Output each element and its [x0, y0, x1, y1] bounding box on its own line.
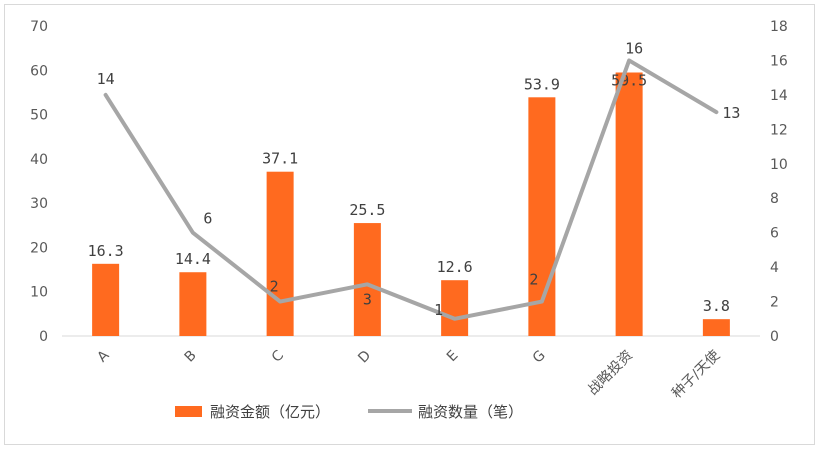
- line-data-label: 6: [203, 210, 212, 228]
- right-tick-label: 14: [770, 88, 788, 104]
- category-label: 种子/天使: [668, 347, 723, 402]
- bar: [702, 319, 730, 336]
- right-tick-label: 0: [770, 329, 779, 345]
- legend: 融资金额（亿元） 融资数量（笔）: [175, 403, 523, 421]
- legend-label: 融资数量（笔）: [418, 403, 523, 421]
- right-tick-label: 10: [770, 157, 788, 173]
- left-tick-label: 10: [30, 285, 48, 301]
- line-data-label: 2: [270, 278, 279, 296]
- bar-data-labels: 16.3 14.4 37.1 25.5 12.6 53.9 59.5 3.8: [88, 72, 730, 316]
- chart-frame: [4, 4, 815, 445]
- bar: [441, 280, 469, 336]
- left-tick-label: 50: [30, 108, 48, 124]
- category-label: G: [530, 348, 549, 367]
- bar-data-label: 12.6: [437, 258, 473, 276]
- bar: [615, 72, 643, 336]
- category-labels: A B C D E G 战略投资 种子/天使: [94, 347, 723, 402]
- legend-label: 融资金额（亿元）: [210, 403, 330, 421]
- left-tick-label: 30: [30, 196, 48, 212]
- right-tick-label: 16: [770, 53, 788, 69]
- bar-series: [92, 72, 730, 336]
- line-data-label: 13: [722, 104, 740, 122]
- bar: [266, 171, 294, 336]
- line-data-label: 16: [625, 39, 643, 57]
- bar: [179, 272, 207, 336]
- right-tick-label: 18: [770, 19, 788, 35]
- left-tick-label: 60: [30, 63, 48, 79]
- line-path: [103, 58, 719, 321]
- category-label: A: [94, 347, 112, 365]
- left-axis: 0 10 20 30 40 50 60 70: [30, 19, 48, 345]
- right-tick-label: 8: [770, 191, 779, 207]
- line-data-label: 1: [434, 301, 443, 319]
- bar-data-label: 59.5: [611, 72, 647, 90]
- right-tick-label: 12: [770, 122, 788, 138]
- left-tick-label: 70: [30, 19, 48, 35]
- category-label: 战略投资: [585, 348, 636, 399]
- bar: [353, 223, 381, 336]
- line-series: [103, 58, 719, 321]
- line-data-labels: 14 6 2 3 1 2 16 13: [97, 39, 741, 318]
- category-label: E: [444, 348, 462, 366]
- bar-data-label: 3.8: [703, 297, 730, 315]
- bar-data-label: 14.4: [175, 250, 211, 268]
- right-tick-label: 2: [770, 295, 779, 311]
- bar-data-label: 25.5: [349, 201, 385, 219]
- category-label: B: [182, 348, 200, 366]
- right-tick-label: 4: [770, 260, 779, 276]
- line-data-label: 2: [529, 271, 538, 289]
- left-tick-label: 40: [30, 152, 48, 168]
- right-tick-label: 6: [770, 226, 779, 242]
- left-tick-label: 0: [39, 329, 48, 345]
- line-data-label: 3: [363, 290, 372, 308]
- left-tick-label: 20: [30, 240, 48, 256]
- right-axis: 0 2 4 6 8 10 12 14 16 18: [770, 19, 788, 345]
- bar: [92, 263, 120, 336]
- bar-data-label: 53.9: [524, 75, 560, 93]
- bar-data-label: 37.1: [262, 150, 298, 168]
- legend-swatch-bar: [175, 406, 202, 417]
- category-label: C: [269, 347, 287, 365]
- line-data-label: 14: [97, 70, 115, 88]
- category-label: D: [355, 348, 374, 367]
- bar-data-label: 16.3: [88, 242, 124, 260]
